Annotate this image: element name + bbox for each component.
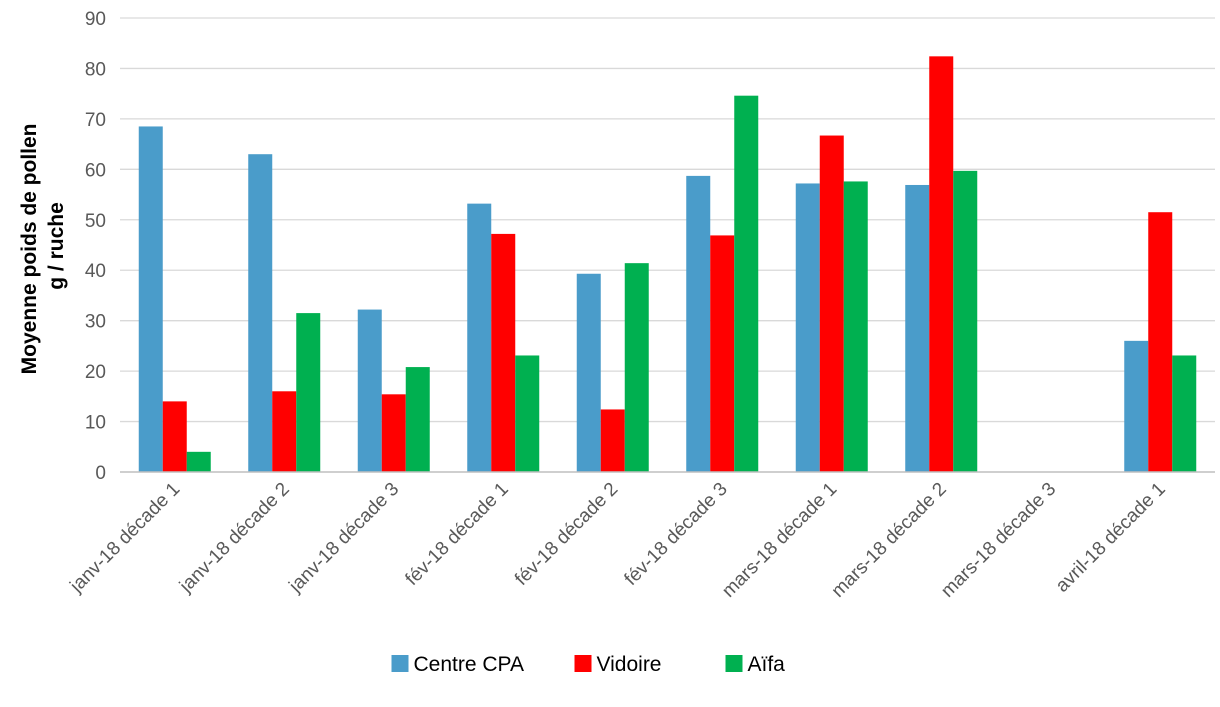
x-tick-label: avril-18 décade 1 bbox=[1052, 479, 1170, 597]
y-axis-title: Moyenne poids de pollen g / ruche bbox=[18, 118, 68, 375]
bar-vidoire-0 bbox=[162, 401, 187, 472]
y-tick-label: 70 bbox=[85, 110, 106, 131]
bar-a-fa-0 bbox=[186, 451, 211, 472]
bar-centre-cpa-2 bbox=[357, 309, 382, 472]
bar-vidoire-4 bbox=[600, 409, 625, 472]
bar-vidoire-9 bbox=[1148, 212, 1173, 472]
x-tick-label: mars-18 décade 2 bbox=[828, 479, 951, 602]
y-tick-label: 50 bbox=[85, 211, 106, 232]
bar-a-fa-7 bbox=[953, 170, 978, 472]
bar-vidoire-5 bbox=[710, 235, 735, 472]
bar-centre-cpa-5 bbox=[686, 175, 711, 472]
legend-swatch bbox=[391, 655, 409, 672]
x-tick-label: mars-18 décade 1 bbox=[718, 479, 841, 602]
bar-vidoire-3 bbox=[491, 233, 516, 472]
y-tick-label: 20 bbox=[85, 362, 106, 383]
bar-vidoire-2 bbox=[381, 394, 406, 472]
bar-centre-cpa-7 bbox=[905, 184, 930, 472]
bar-a-fa-9 bbox=[1172, 355, 1197, 472]
bar-vidoire-1 bbox=[272, 391, 297, 472]
bar-centre-cpa-6 bbox=[795, 183, 820, 473]
y-tick-label: 60 bbox=[85, 160, 106, 181]
bar-a-fa-1 bbox=[296, 313, 321, 472]
y-tick-label: 0 bbox=[95, 463, 106, 484]
x-tick-label: janv-18 décade 2 bbox=[175, 479, 294, 598]
y-tick-label: 90 bbox=[85, 9, 106, 30]
legend-swatch bbox=[574, 655, 592, 672]
x-tick-label: janv-18 décade 1 bbox=[66, 479, 185, 598]
y-axis-tick-labels: 0 10 20 30 40 50 60 70 80 90 bbox=[85, 9, 106, 484]
x-tick-label: fév-18 décade 1 bbox=[402, 479, 513, 590]
x-tick-label: mars-18 décade 3 bbox=[937, 479, 1060, 602]
legend-label: Aïfa bbox=[748, 653, 786, 676]
x-tick-label: fév-18 décade 2 bbox=[511, 479, 622, 590]
bar-centre-cpa-9 bbox=[1124, 340, 1149, 472]
bar-centre-cpa-1 bbox=[248, 154, 273, 472]
bar-centre-cpa-4 bbox=[576, 273, 601, 472]
legend-swatch bbox=[725, 655, 743, 672]
bar-centre-cpa-3 bbox=[467, 203, 492, 472]
x-tick-label: fév-18 décade 3 bbox=[621, 479, 732, 590]
legend: Centre CPA Vidoire Aïfa bbox=[391, 653, 786, 676]
y-tick-label: 80 bbox=[85, 59, 106, 80]
bars bbox=[138, 56, 1197, 473]
legend-label: Centre CPA bbox=[414, 653, 525, 676]
y-tick-label: 30 bbox=[85, 312, 106, 333]
x-tick-label: janv-18 décade 3 bbox=[285, 479, 404, 598]
y-tick-label: 40 bbox=[85, 261, 106, 282]
legend-label: Vidoire bbox=[597, 653, 662, 676]
bar-vidoire-6 bbox=[819, 135, 844, 472]
bar-a-fa-3 bbox=[515, 355, 540, 472]
bar-a-fa-2 bbox=[405, 367, 430, 472]
gridlines bbox=[120, 17, 1215, 423]
y-tick-label: 10 bbox=[85, 413, 106, 434]
bar-a-fa-5 bbox=[734, 95, 759, 472]
y-axis-title-line-2: g / ruche bbox=[45, 202, 68, 290]
bar-a-fa-4 bbox=[624, 263, 649, 472]
bar-vidoire-7 bbox=[929, 56, 954, 473]
y-axis-title-line-1: Moyenne poids de pollen bbox=[18, 123, 41, 374]
bar-a-fa-6 bbox=[843, 181, 868, 472]
bar-centre-cpa-0 bbox=[138, 126, 163, 472]
